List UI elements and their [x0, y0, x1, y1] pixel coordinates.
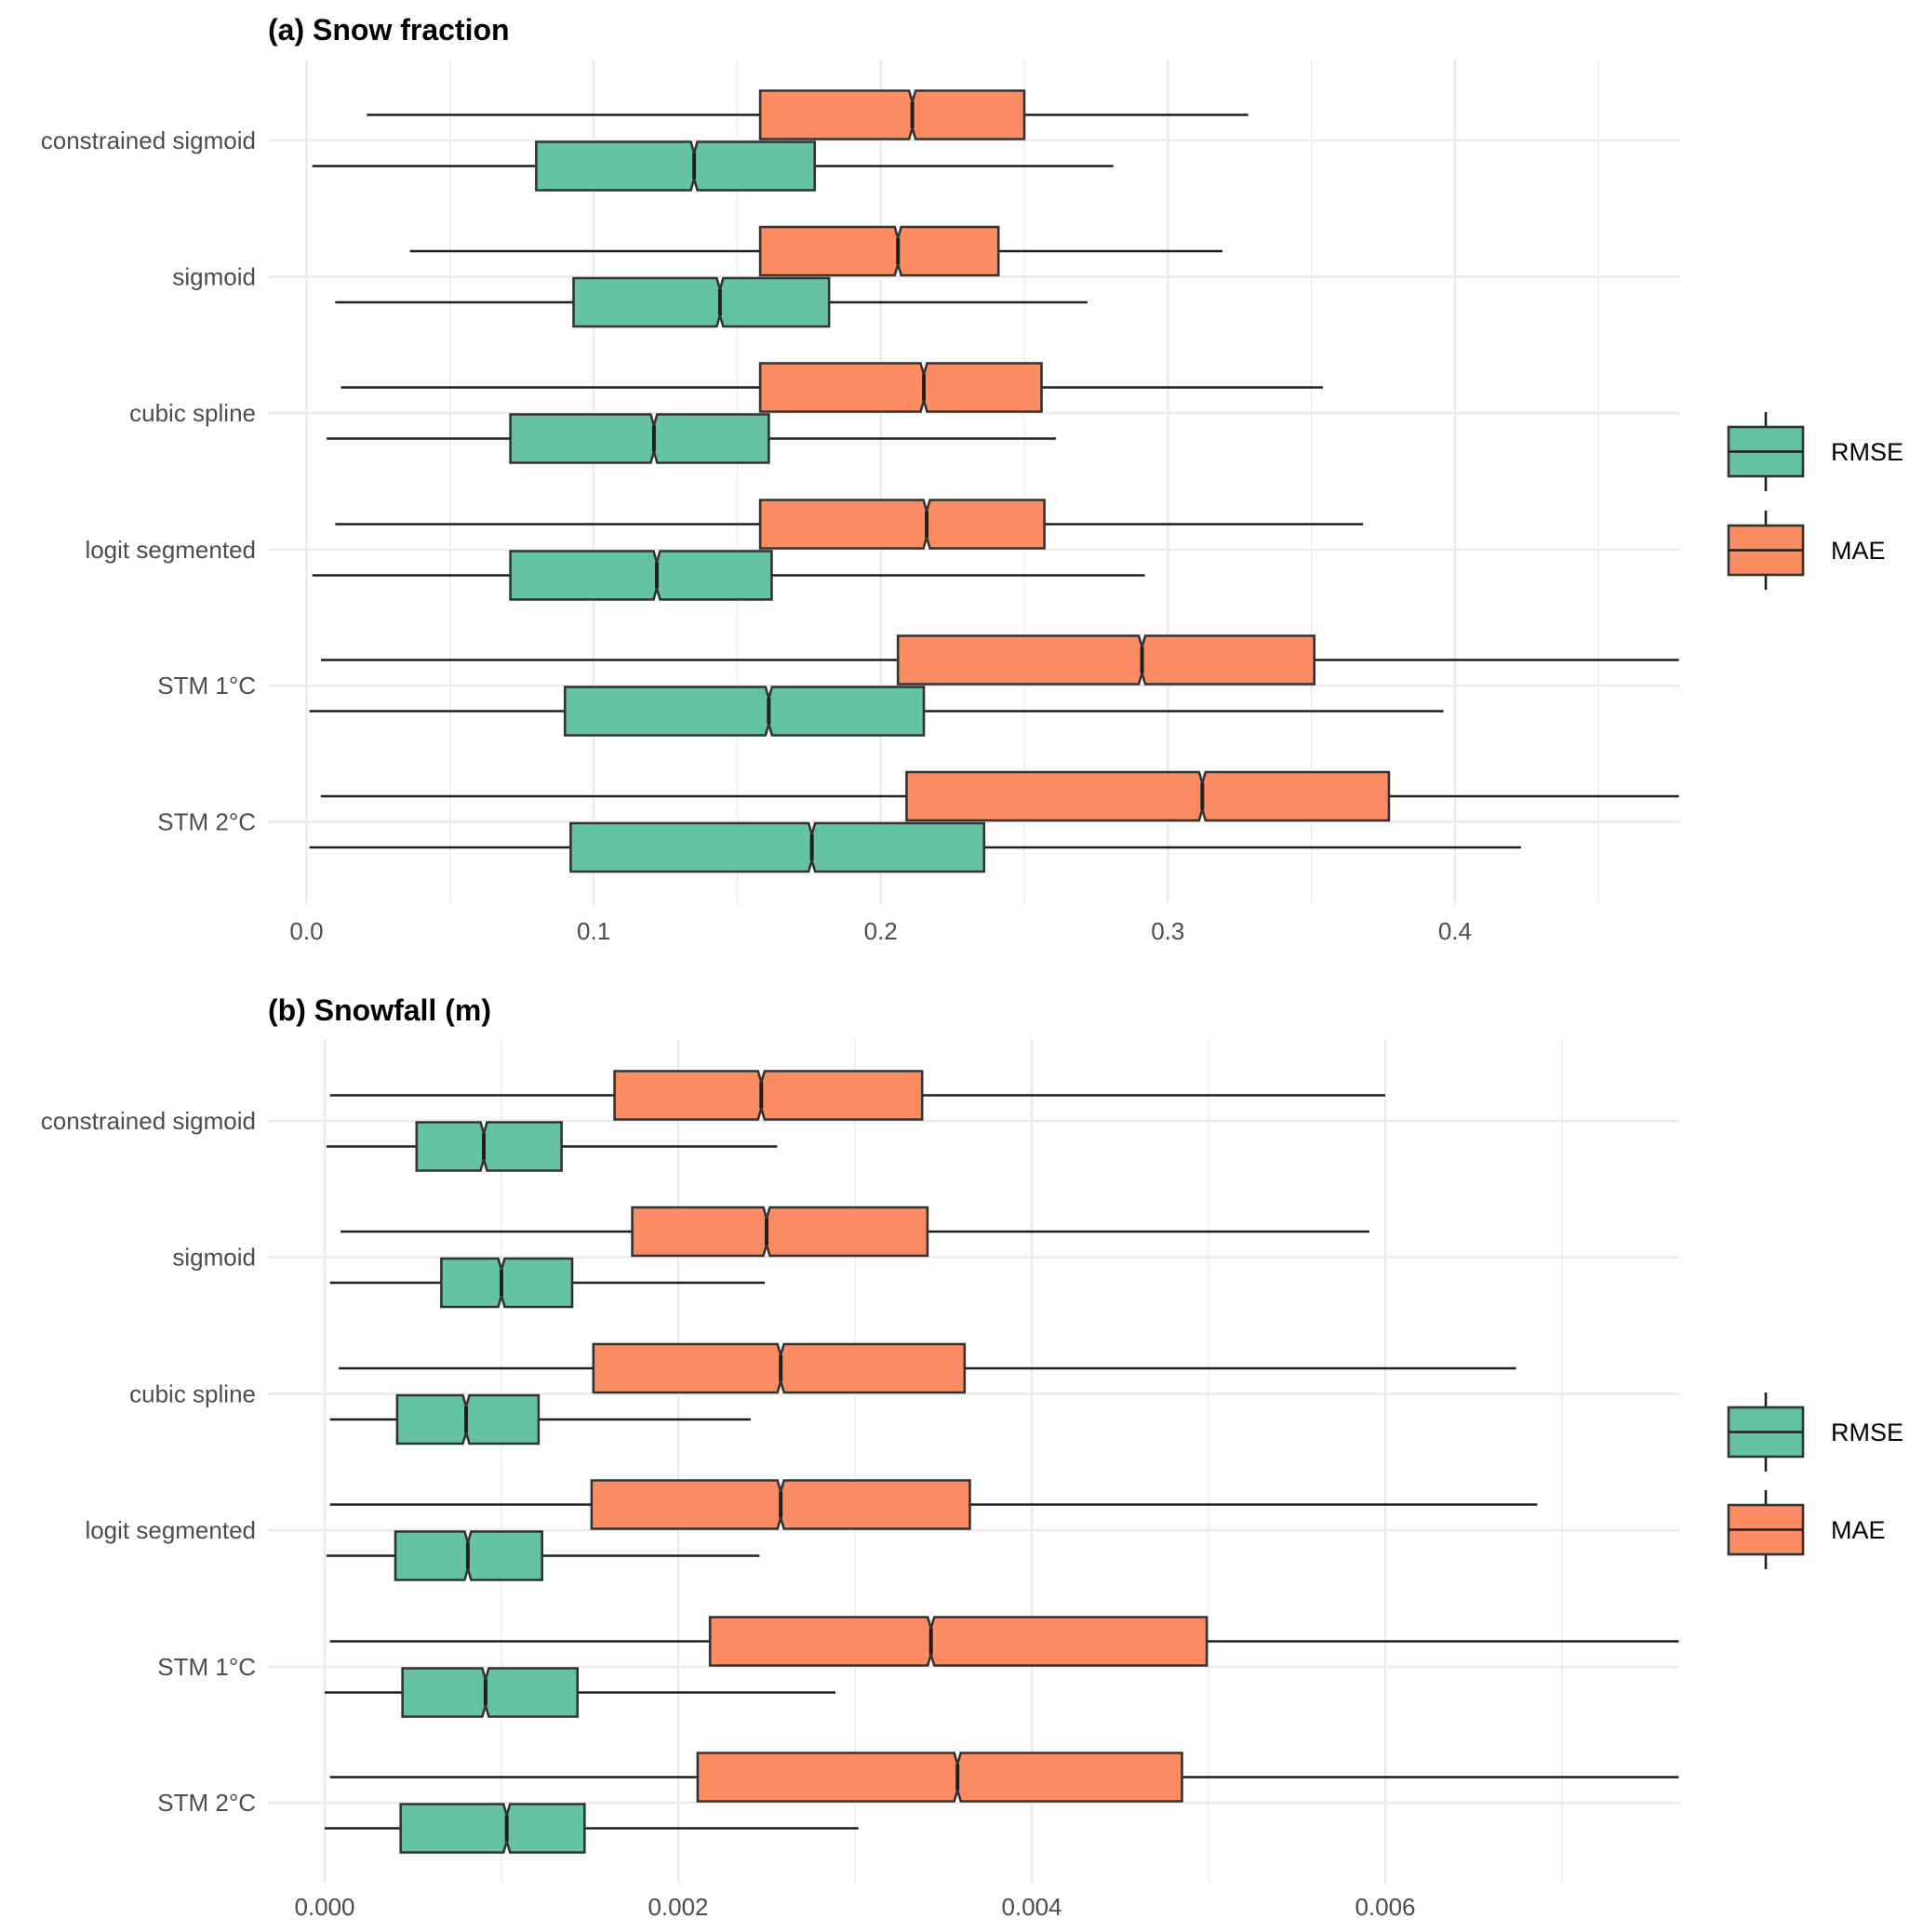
boxplot-mae — [329, 1616, 1679, 1667]
boxplot-mae — [341, 362, 1323, 413]
boxplot-rmse — [326, 1121, 778, 1172]
box-iqr — [905, 770, 1391, 822]
boxplot-rmse — [329, 1393, 751, 1446]
legend-label: RMSE — [1831, 438, 1903, 466]
x-tick-label: 0.1 — [577, 917, 610, 945]
boxplot-mae — [329, 1479, 1538, 1530]
panel-title: (b) Snowfall (m) — [268, 993, 491, 1027]
boxplot-mae — [335, 499, 1364, 550]
x-tick-label: 0.000 — [294, 1893, 354, 1921]
x-tick-label: 0.4 — [1438, 917, 1472, 945]
boxplot-mae — [339, 1342, 1516, 1394]
box-iqr — [440, 1257, 574, 1309]
boxplot-rmse — [309, 821, 1521, 873]
y-tick-label: constrained sigmoid — [41, 1107, 256, 1135]
gridlines — [268, 1040, 1679, 1884]
gridlines — [268, 60, 1679, 904]
y-tick-label: STM 2°C — [157, 1789, 256, 1817]
box-iqr — [758, 362, 1043, 413]
boxplot-mae — [320, 770, 1679, 822]
series-rmse — [325, 1121, 859, 1854]
box-iqr — [401, 1667, 580, 1718]
boxplot-rmse — [327, 413, 1056, 464]
box-iqr — [696, 1752, 1183, 1803]
legend-item-mae: MAE — [1727, 511, 1886, 590]
boxplot-rmse — [312, 140, 1114, 192]
box-iqr — [563, 686, 926, 737]
boxplot-mae — [329, 1752, 1679, 1803]
y-tick-label: STM 1°C — [157, 1653, 256, 1681]
x-tick-label: 0.2 — [864, 917, 898, 945]
y-tick-label: cubic spline — [129, 399, 256, 427]
box-iqr — [569, 821, 986, 873]
legend-label: MAE — [1831, 537, 1886, 565]
boxplot-rmse — [325, 1803, 859, 1854]
series-mae — [320, 89, 1679, 822]
panel-snow-fraction: (a) Snow fraction constrained sigmoid sig… — [41, 13, 1903, 945]
box-iqr — [631, 1206, 929, 1258]
legend-item-rmse: RMSE — [1727, 412, 1903, 491]
boxplot-rmse — [329, 1257, 766, 1309]
panel-title: (a) Snow fraction — [268, 13, 510, 47]
box-iqr — [613, 1070, 924, 1121]
box-iqr — [708, 1616, 1209, 1667]
legend-item-mae: MAE — [1727, 1490, 1886, 1569]
boxplot-rmse — [309, 686, 1444, 737]
legend-label: MAE — [1831, 1516, 1886, 1544]
boxplot-mae — [320, 634, 1679, 686]
box-iqr — [572, 276, 831, 328]
y-tick-label: cubic spline — [129, 1380, 256, 1408]
legend: RMSE MAE — [1727, 412, 1903, 590]
box-iqr — [415, 1121, 563, 1172]
boxplot-mae — [329, 1070, 1385, 1121]
legend: RMSE MAE — [1727, 1392, 1903, 1569]
boxplot-mae — [341, 1206, 1369, 1258]
boxplot-mae — [367, 89, 1249, 140]
x-tick-label: 0.006 — [1355, 1893, 1415, 1921]
box-iqr — [758, 225, 1000, 277]
x-tick-label: 0.002 — [648, 1893, 708, 1921]
y-tick-label: constrained sigmoid — [41, 127, 256, 154]
x-tick-label: 0.0 — [289, 917, 323, 945]
y-tick-label: logit segmented — [85, 536, 256, 564]
legend-label: RMSE — [1831, 1419, 1903, 1446]
box-iqr — [535, 140, 817, 192]
series-rmse — [309, 140, 1521, 873]
y-tick-label: STM 1°C — [157, 672, 256, 700]
boxplot-rmse — [335, 276, 1088, 328]
panel-snowfall: (b) Snowfall (m) constrained sigmoid sigm… — [41, 993, 1903, 1921]
box-iqr — [509, 413, 770, 464]
y-tick-label: logit segmented — [85, 1516, 256, 1544]
box-iqr — [758, 89, 1026, 140]
boxplot-rmse — [325, 1667, 836, 1718]
y-tick-label: STM 2°C — [157, 808, 256, 836]
legend-item-rmse: RMSE — [1727, 1392, 1903, 1472]
y-tick-label: sigmoid — [172, 263, 256, 291]
y-tick-label: sigmoid — [172, 1244, 256, 1272]
x-tick-label: 0.004 — [1001, 1893, 1062, 1921]
box-iqr — [509, 550, 773, 601]
x-tick-label: 0.3 — [1151, 917, 1184, 945]
boxplot-rmse — [312, 550, 1145, 601]
box-iqr — [399, 1803, 586, 1854]
boxplot-mae — [409, 225, 1222, 277]
box-iqr — [758, 499, 1046, 550]
boxplot-rmse — [326, 1530, 760, 1581]
series-mae — [329, 1070, 1679, 1803]
box-iqr — [896, 634, 1315, 686]
